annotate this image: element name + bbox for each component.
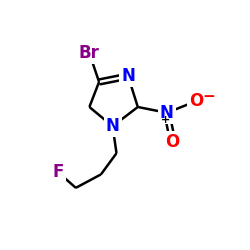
Text: N: N	[160, 104, 174, 122]
Text: −: −	[202, 89, 215, 104]
Text: O: O	[166, 133, 180, 151]
Text: N: N	[106, 117, 120, 135]
Text: +: +	[161, 114, 170, 124]
Text: F: F	[53, 164, 64, 182]
Text: Br: Br	[79, 44, 100, 62]
Text: N: N	[121, 67, 135, 85]
Text: O: O	[189, 92, 203, 110]
